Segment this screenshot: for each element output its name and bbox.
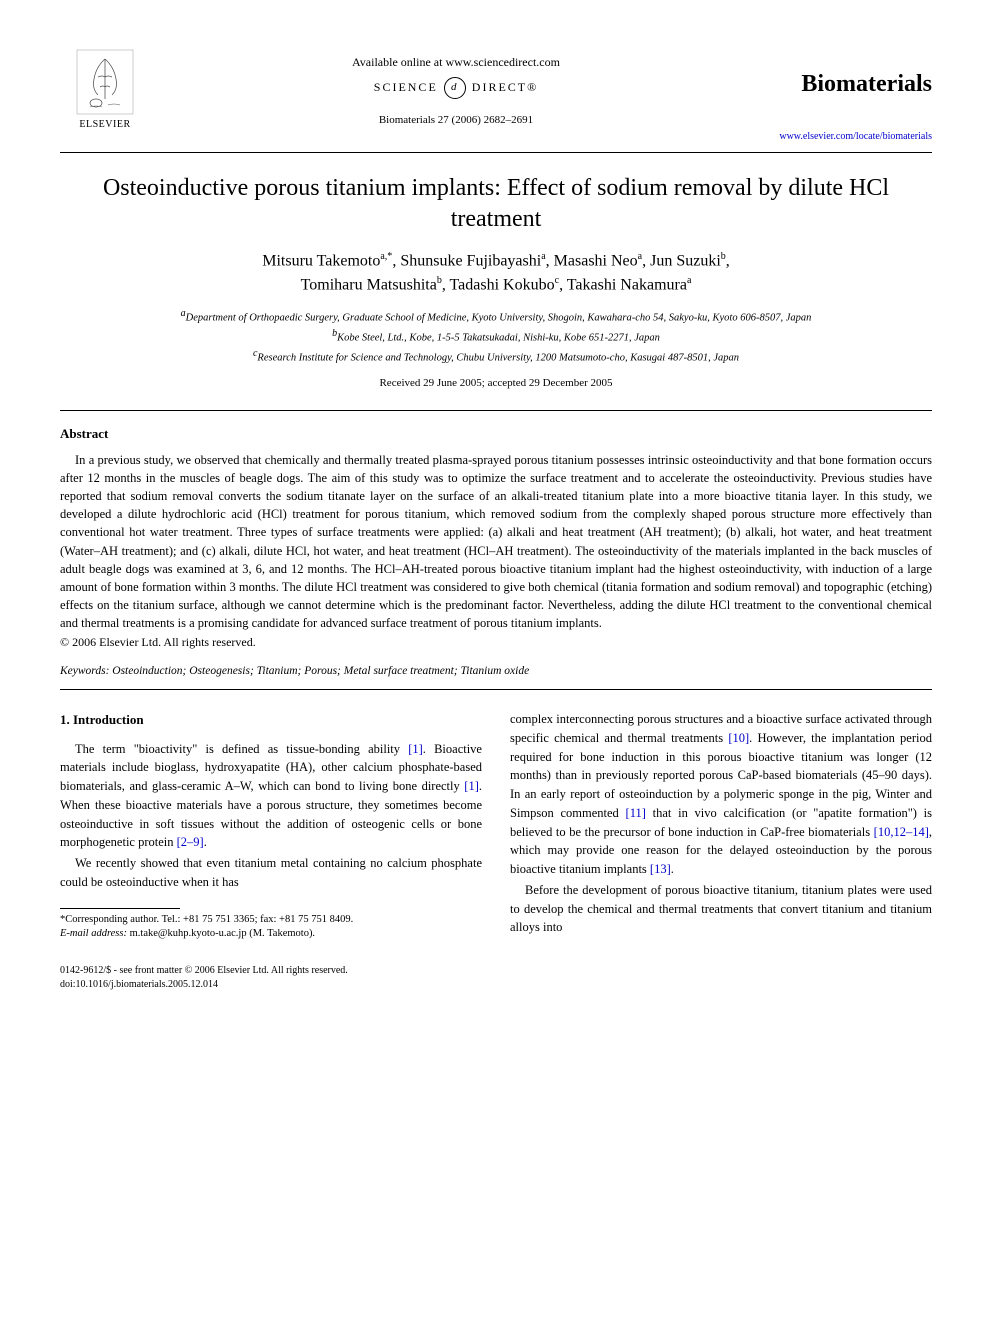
sd-at-icon: d (444, 77, 466, 99)
intro-p1d: . (204, 835, 207, 849)
col2-para-2: Before the development of porous bioacti… (510, 881, 932, 937)
journal-url[interactable]: www.elsevier.com/locate/biomaterials (762, 130, 932, 144)
publisher-logo-block: ELSEVIER (60, 48, 150, 132)
author-7: , Takashi Nakamura (559, 277, 687, 294)
author-2: , Shunsuke Fujibayashi (392, 252, 541, 269)
abstract-bottom-rule (60, 689, 932, 690)
author-7-affil: a (687, 275, 691, 286)
citation-line: Biomaterials 27 (2006) 2682–2691 (150, 113, 762, 128)
affil-b: Kobe Steel, Ltd., Kobe, 1-5-5 Takatsukad… (337, 332, 660, 343)
affiliations: aDepartment of Orthopaedic Surgery, Grad… (60, 306, 932, 367)
page-footer: 0142-9612/$ - see front matter © 2006 El… (60, 964, 932, 992)
email-label: E-mail address: (60, 928, 127, 939)
intro-p1a: The term "bioactivity" is defined as tis… (75, 742, 408, 756)
cite-10[interactable]: [10] (728, 731, 749, 745)
page-header: ELSEVIER Available online at www.science… (60, 48, 932, 144)
cite-11[interactable]: [11] (626, 806, 646, 820)
email-footnote: E-mail address: m.take@kuhp.kyoto-u.ac.j… (60, 927, 482, 942)
article-dates: Received 29 June 2005; accepted 29 Decem… (60, 376, 932, 391)
author-5: Tomiharu Matsushita (301, 277, 437, 294)
journal-name: Biomaterials (762, 68, 932, 102)
column-right: complex interconnecting porous structure… (510, 710, 932, 942)
intro-para-1: The term "bioactivity" is defined as tis… (60, 740, 482, 853)
col2-p1e: . (671, 862, 674, 876)
author-1: Mitsuru Takemoto (262, 252, 380, 269)
header-rule (60, 152, 932, 153)
footer-line-2: doi:10.1016/j.biomaterials.2005.12.014 (60, 978, 932, 992)
abstract-body: In a previous study, we observed that ch… (60, 451, 932, 632)
email-address[interactable]: m.take@kuhp.kyoto-u.ac.jp (M. Takemoto). (127, 928, 315, 939)
corresponding-author-footnote: *Corresponding author. Tel.: +81 75 751 … (60, 913, 482, 928)
affil-c: Research Institute for Science and Techn… (257, 353, 739, 364)
intro-para-2: We recently showed that even titanium me… (60, 854, 482, 892)
article-title: Osteoinductive porous titanium implants:… (100, 173, 892, 235)
abstract-top-rule (60, 410, 932, 411)
elsevier-tree-icon (75, 48, 135, 116)
abstract-heading: Abstract (60, 425, 932, 443)
keywords-label: Keywords: (60, 665, 109, 677)
authors-block: Mitsuru Takemotoa,*, Shunsuke Fujibayash… (60, 249, 932, 298)
available-online-text: Available online at www.sciencedirect.co… (150, 54, 762, 71)
section-1-heading: 1. Introduction (60, 710, 482, 730)
footer-line-1: 0142-9612/$ - see front matter © 2006 El… (60, 964, 932, 978)
copyright-line: © 2006 Elsevier Ltd. All rights reserved… (60, 634, 932, 651)
sd-left: SCIENCE (374, 79, 438, 96)
author-3: , Masashi Neo (546, 252, 638, 269)
keywords-line: Keywords: Osteoinduction; Osteogenesis; … (60, 663, 932, 679)
author-4-affil: b (721, 251, 726, 262)
column-left: 1. Introduction The term "bioactivity" i… (60, 710, 482, 942)
author-1-affil: a,* (380, 251, 392, 262)
affil-a: Department of Orthopaedic Surgery, Gradu… (186, 312, 812, 323)
keywords-list: Osteoinduction; Osteogenesis; Titanium; … (109, 665, 529, 677)
sciencedirect-logo: SCIENCE d DIRECT® (374, 77, 538, 99)
author-4: , Jun Suzuki (642, 252, 721, 269)
publisher-label: ELSEVIER (79, 118, 130, 132)
cite-2[interactable]: [1] (464, 779, 479, 793)
cite-13[interactable]: [13] (650, 862, 671, 876)
cite-1[interactable]: [1] (408, 742, 423, 756)
col2-para-1: complex interconnecting porous structure… (510, 710, 932, 879)
center-header: Available online at www.sciencedirect.co… (150, 48, 762, 128)
cite-3[interactable]: [2–9] (177, 835, 204, 849)
author-6: , Tadashi Kokubo (442, 277, 555, 294)
cite-10-12-14[interactable]: [10,12–14] (874, 825, 929, 839)
sd-right: DIRECT® (472, 79, 538, 96)
body-columns: 1. Introduction The term "bioactivity" i… (60, 710, 932, 942)
journal-block: Biomaterials www.elsevier.com/locate/bio… (762, 48, 932, 144)
footnote-rule (60, 908, 180, 909)
